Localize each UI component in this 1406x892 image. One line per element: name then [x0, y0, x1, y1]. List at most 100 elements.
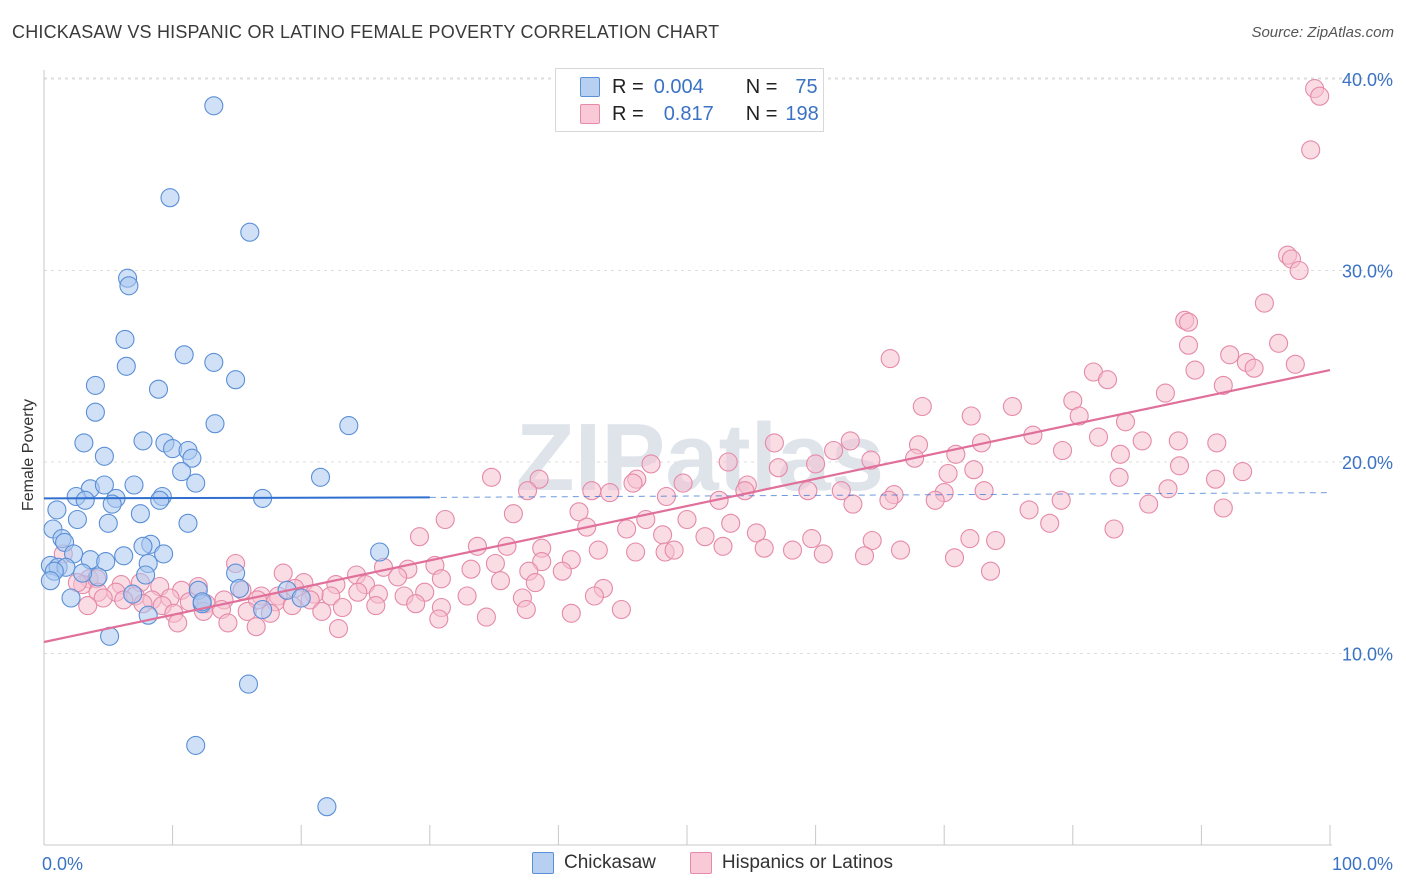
- hispanics-point: [1178, 312, 1199, 332]
- hispanics-point: [964, 460, 984, 480]
- hispanics-point: [1069, 406, 1089, 426]
- hispanics-point: [944, 548, 965, 568]
- hispanics-point: [1110, 444, 1130, 464]
- hispanics-point: [1289, 260, 1309, 281]
- chickasaw-point: [150, 490, 170, 510]
- hispanics-point: [641, 454, 661, 474]
- hispanics-point: [1269, 333, 1289, 353]
- y-tick-labels: 10.0% 20.0% 30.0% 40.0%: [1342, 70, 1393, 665]
- chickasaw-point: [291, 588, 311, 608]
- chickasaw-point: [74, 433, 94, 453]
- y-axis-label: Female Poverty: [20, 399, 37, 511]
- chickasaw-point: [204, 96, 224, 116]
- legend-n-label: N =: [745, 102, 778, 125]
- hispanics-point: [960, 529, 980, 549]
- hispanics-point: [461, 559, 481, 579]
- chickasaw-point: [98, 513, 118, 533]
- x-tick-label-min: 0.0%: [42, 854, 83, 874]
- chickasaw-point: [310, 467, 331, 487]
- legend-swatch-pink: [580, 104, 600, 124]
- hispanics-point: [1158, 479, 1178, 499]
- x-ticks: [43, 825, 1331, 845]
- chickasaw-point: [178, 513, 198, 533]
- hispanics-point: [806, 454, 826, 474]
- hispanics-point: [974, 481, 994, 501]
- hispanics-point: [366, 596, 386, 616]
- chickasaw-point: [182, 448, 202, 468]
- hispanics-point: [611, 599, 631, 620]
- hispanics-point: [626, 542, 646, 562]
- y-tick-label: 20.0%: [1342, 453, 1393, 473]
- chickasaw-point: [67, 509, 87, 530]
- hispanics-point: [503, 504, 523, 524]
- hispanics-point: [476, 607, 496, 627]
- hispanics-point: [78, 596, 98, 616]
- hispanics-point: [1205, 469, 1226, 489]
- hispanics-point: [664, 540, 684, 560]
- hispanics-point: [328, 619, 349, 639]
- hispanics-point: [695, 527, 715, 547]
- hispanics-point: [516, 599, 536, 620]
- hispanics-point: [961, 406, 981, 426]
- hispanics-point: [561, 603, 581, 623]
- chickasaw-point: [317, 797, 337, 817]
- chickasaw-point: [229, 578, 250, 598]
- hispanics-point: [457, 586, 477, 606]
- hispanics-point: [802, 529, 822, 549]
- hispanics-point: [1285, 354, 1305, 374]
- legend-swatch-chickasaw: [532, 852, 554, 874]
- hispanics-point: [517, 481, 538, 501]
- hispanics-point: [1040, 513, 1060, 533]
- legend-r-label: R =: [612, 102, 644, 125]
- hispanics-point: [617, 519, 637, 539]
- source-label: Source: ZipAtlas.com: [1251, 24, 1394, 41]
- chickasaw-point: [186, 473, 206, 493]
- chickasaw-point: [136, 565, 156, 585]
- hispanics-point: [925, 490, 945, 510]
- hispanics-point: [721, 513, 741, 533]
- series-chickasaw-points: [40, 96, 390, 817]
- hispanics-point: [529, 469, 549, 489]
- chickasaw-point: [226, 370, 246, 390]
- chickasaw-point: [370, 542, 390, 562]
- chickasaw-point: [85, 375, 105, 395]
- series-legend: Chickasaw Hispanics or Latinos: [532, 852, 893, 874]
- hispanics-point: [764, 433, 784, 453]
- hispanics-point: [485, 553, 505, 574]
- correlation-legend: R = 0.004 N = 75 R = 0.817 N = 198: [555, 68, 824, 132]
- hispanics-point: [435, 509, 455, 530]
- chickasaw-trend-line: [43, 496, 430, 500]
- hispanics-point: [1088, 427, 1109, 447]
- chickasaw-point: [115, 329, 135, 349]
- chickasaw-point: [174, 345, 194, 365]
- hispanics-point: [584, 586, 604, 606]
- hispanics-point: [588, 540, 608, 560]
- series-hispanics-points: [53, 79, 1330, 639]
- hispanics-point: [93, 588, 113, 608]
- hispanics-point: [1310, 86, 1330, 106]
- chickasaw-point: [205, 414, 225, 434]
- chickasaw-point: [192, 592, 212, 612]
- hispanics-point: [890, 540, 911, 560]
- hispanics-point: [552, 561, 572, 581]
- hispanics-point: [406, 594, 426, 614]
- hispanics-point: [1019, 500, 1039, 520]
- hispanics-point: [980, 561, 1001, 581]
- hispanics-point: [798, 481, 818, 501]
- hispanics-point: [1213, 498, 1233, 518]
- hispanics-point: [1233, 462, 1253, 482]
- legend-r-value: 0.004: [653, 75, 704, 98]
- x-tick-label-max: 100.0%: [1332, 854, 1393, 874]
- hispanics-point: [490, 571, 511, 591]
- hispanics-point: [854, 546, 875, 566]
- hispanics-point: [713, 536, 733, 556]
- chickasaw-point: [133, 536, 153, 556]
- chickasaw-point: [240, 222, 260, 242]
- chickasaw-point: [123, 584, 143, 604]
- legend-row-hispanics: R = 0.817 N = 198: [580, 101, 819, 127]
- hispanics-point: [735, 481, 755, 501]
- hispanics-point: [332, 597, 352, 618]
- hispanics-point: [768, 458, 788, 478]
- hispanics-point: [862, 530, 882, 551]
- chickasaw-point: [75, 490, 95, 510]
